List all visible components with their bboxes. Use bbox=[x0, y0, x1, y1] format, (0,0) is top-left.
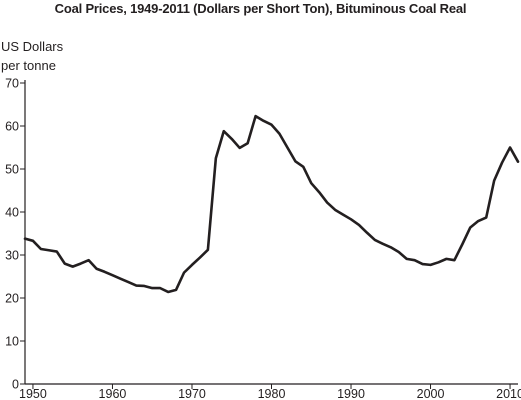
y-tick-label: 70 bbox=[5, 77, 19, 91]
y-tick-label: 50 bbox=[5, 163, 19, 177]
y-tick-label: 30 bbox=[5, 249, 19, 263]
data-point bbox=[429, 264, 431, 266]
data-point bbox=[374, 239, 376, 241]
data-point bbox=[326, 201, 328, 203]
data-point bbox=[32, 240, 34, 242]
data-point bbox=[342, 213, 344, 215]
data-point bbox=[493, 179, 495, 181]
data-point bbox=[175, 289, 177, 291]
y-tick-label: 20 bbox=[5, 292, 19, 306]
ticks: 0 10 20 30 40 50 60 70 1950 1960 1970 1980 1990 2000 2… bbox=[5, 77, 521, 400]
data-point bbox=[246, 142, 248, 144]
data-point bbox=[56, 250, 58, 252]
data-point bbox=[24, 237, 26, 239]
data-point bbox=[143, 285, 145, 287]
data-point bbox=[310, 182, 312, 184]
data-point bbox=[366, 231, 368, 233]
x-tick-label: 1990 bbox=[337, 387, 365, 400]
data-point bbox=[461, 243, 463, 245]
y-tick-label: 60 bbox=[5, 120, 19, 134]
y-axis-label-line-1: US Dollars bbox=[1, 39, 64, 54]
data-point bbox=[40, 248, 42, 250]
data-point bbox=[477, 220, 479, 222]
data-point bbox=[119, 277, 121, 279]
data-point bbox=[278, 133, 280, 135]
data-point bbox=[238, 147, 240, 149]
data-point bbox=[254, 115, 256, 117]
data-point bbox=[358, 224, 360, 226]
data-point bbox=[223, 130, 225, 132]
data-point bbox=[72, 265, 74, 267]
data-point bbox=[405, 258, 407, 260]
x-tick-label: 1970 bbox=[178, 387, 206, 400]
y-tick-label: 10 bbox=[5, 335, 19, 349]
data-point bbox=[111, 274, 113, 276]
data-point bbox=[445, 258, 447, 260]
data-point bbox=[87, 259, 89, 261]
data-point bbox=[64, 262, 66, 264]
y-axis-label: US Dollars per tonne bbox=[1, 37, 63, 75]
data-point bbox=[103, 271, 105, 273]
data-point bbox=[413, 259, 415, 261]
data-point bbox=[191, 264, 193, 266]
data-point bbox=[159, 287, 161, 289]
data-point bbox=[421, 263, 423, 265]
y-tick-label: 40 bbox=[5, 206, 19, 220]
data-point bbox=[207, 249, 209, 251]
data-point bbox=[350, 218, 352, 220]
data-point bbox=[286, 146, 288, 148]
data-point bbox=[167, 291, 169, 293]
data-point bbox=[48, 249, 50, 251]
x-tick-label: 1950 bbox=[19, 387, 47, 400]
data-point bbox=[390, 246, 392, 248]
series-line bbox=[23, 114, 520, 294]
data-point bbox=[95, 268, 97, 270]
data-point bbox=[382, 243, 384, 245]
y-tick-label: 0 bbox=[12, 378, 19, 392]
data-point bbox=[501, 161, 503, 163]
data-point bbox=[334, 209, 336, 211]
data-point bbox=[183, 271, 185, 273]
data-point bbox=[262, 120, 264, 122]
data-point bbox=[453, 259, 455, 261]
y-axis-label-line-2: per tonne bbox=[1, 58, 56, 73]
data-point bbox=[398, 251, 400, 253]
data-point bbox=[469, 226, 471, 228]
x-tick-label: 1960 bbox=[99, 387, 127, 400]
data-point bbox=[318, 191, 320, 193]
data-point bbox=[270, 124, 272, 126]
data-point bbox=[302, 166, 304, 168]
x-tick-label: 1980 bbox=[258, 387, 286, 400]
data-point bbox=[517, 160, 519, 162]
data-point bbox=[294, 160, 296, 162]
x-tick-label: 2000 bbox=[417, 387, 445, 400]
data-point bbox=[79, 262, 81, 264]
data-point bbox=[127, 281, 129, 283]
data-point bbox=[135, 284, 137, 286]
chart-title: Coal Prices, 1949-2011 (Dollars per Shor… bbox=[54, 1, 467, 16]
data-point bbox=[437, 261, 439, 263]
data-point bbox=[231, 138, 233, 140]
data-point bbox=[509, 146, 511, 148]
data-point bbox=[215, 157, 217, 159]
x-tick-label: 2010 bbox=[496, 387, 521, 400]
data-point bbox=[151, 287, 153, 289]
series-group bbox=[23, 114, 520, 294]
data-point bbox=[485, 216, 487, 218]
data-point bbox=[199, 256, 201, 258]
